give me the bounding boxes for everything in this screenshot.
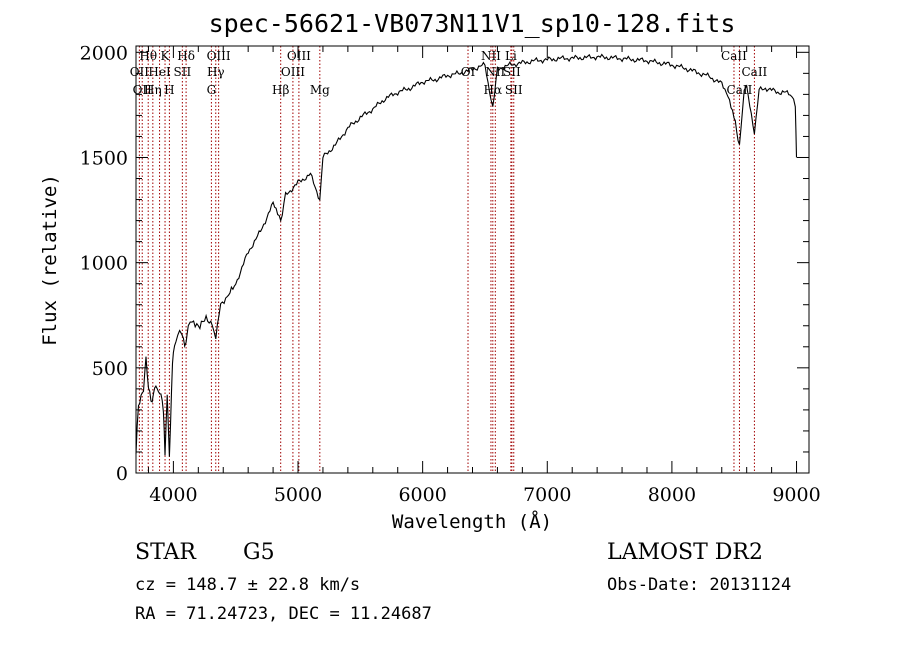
x-axis-title: Wavelength (Å) <box>392 510 552 533</box>
x-tick-label: 5000 <box>274 484 322 506</box>
y-tick-label: 500 <box>92 358 128 380</box>
spectral-line-label: Hη <box>144 83 162 97</box>
spectral-line-label: CaII <box>741 65 767 79</box>
obs-date-text: Obs-Date: 20131124 <box>607 575 791 595</box>
redshift-text: cz = 148.7 ± 22.8 km/s <box>135 575 360 595</box>
y-tick-label: 2000 <box>80 42 128 64</box>
y-tick-label: 1000 <box>80 253 128 275</box>
spectral-line-label: Hδ <box>177 49 195 63</box>
spectral-line-label: SII <box>174 65 192 79</box>
spectral-line-label: Hβ <box>272 83 289 97</box>
spectral-line-label: Li <box>505 49 517 63</box>
x-tick-label: 6000 <box>398 484 446 506</box>
spectral-line-label: SII <box>503 65 521 79</box>
spectral-line-label: OIII <box>207 49 231 63</box>
spectral-line-labels: OIIOIIHθHηHeIKHSIIHδGHγOIIIHβOIIIOIIIMgO… <box>130 49 768 97</box>
spectral-line-label: OII <box>130 65 150 79</box>
chart-title: spec-56621-VB073N11V1_sp10-128.fits <box>209 9 736 38</box>
spectral-line-label: OIII <box>281 65 305 79</box>
survey-label: LAMOST DR2 <box>607 540 763 565</box>
spectrum-series <box>135 53 798 457</box>
spectral-line-label: CaII <box>727 83 753 97</box>
spectral-line-label: NII <box>481 49 501 63</box>
x-tick-label: 4000 <box>149 484 197 506</box>
plot-frame <box>135 45 810 474</box>
spectral-line-label: K <box>161 49 171 63</box>
spectral-line-label: CaII <box>721 49 747 63</box>
y-axis-title: Flux (relative) <box>39 174 61 346</box>
x-tick-label: 7000 <box>523 484 571 506</box>
x-tick-label: 9000 <box>772 484 820 506</box>
x-tick-label: 8000 <box>648 484 696 506</box>
spectral-line-label: G <box>207 83 217 97</box>
spectral-line-markers <box>138 46 755 473</box>
subclass-label: G5 <box>243 540 275 565</box>
coordinates-text: RA = 71.24723, DEC = 11.24687 <box>135 604 432 624</box>
spectral-line-label: Hγ <box>207 65 225 79</box>
spectral-line-label: OII <box>133 83 153 97</box>
y-tick-label: 0 <box>116 463 128 485</box>
y-axis-ticks: 0 500 1000 1500 2000 <box>80 42 809 485</box>
spectral-line-label: HeI <box>148 65 171 79</box>
spectral-line-label: SII <box>505 83 523 97</box>
x-axis-ticks: 4000 5000 6000 7000 8000 9000 <box>147 46 821 506</box>
spectral-line-label: OIII <box>287 49 311 63</box>
spectral-line-label: Mg <box>310 83 330 97</box>
spectral-line-label: Hα <box>484 83 503 97</box>
object-class-label: STAR <box>135 540 197 565</box>
y-tick-label: 1500 <box>80 147 128 169</box>
spectral-line-label: H <box>164 83 174 97</box>
spectral-line-label: OI <box>461 65 476 79</box>
